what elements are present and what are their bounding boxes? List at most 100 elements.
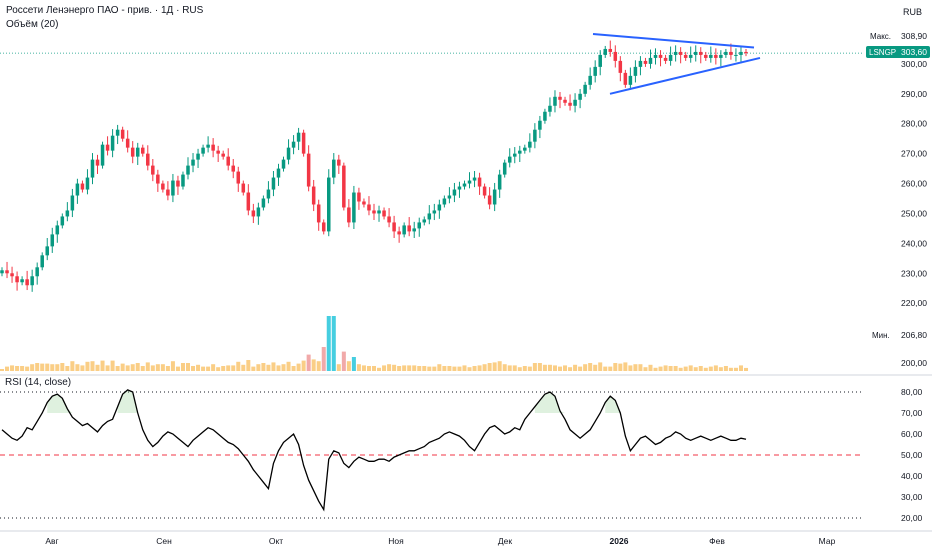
candle-body — [156, 174, 160, 184]
candle-body — [568, 102, 572, 106]
candle-body — [120, 129, 125, 139]
candle-body — [35, 267, 39, 277]
price-tick-label: 230,00 — [901, 268, 927, 278]
volume-bar — [377, 367, 382, 371]
volume-bar — [35, 363, 40, 371]
candle-body — [618, 60, 623, 73]
candle-body — [95, 159, 100, 166]
volume-bars — [0, 316, 749, 371]
volume-bar — [160, 364, 165, 371]
volume-bar — [150, 365, 155, 371]
candle-body — [704, 54, 708, 58]
candle-body — [528, 141, 532, 148]
volume-bar — [583, 364, 588, 371]
volume-bar — [733, 367, 738, 371]
volume-bar — [477, 365, 482, 371]
candle-body — [100, 144, 105, 166]
candle-body — [432, 210, 437, 214]
candle-body — [281, 159, 286, 169]
volume-bar — [361, 365, 366, 371]
candle-body — [211, 144, 215, 151]
candle-body — [261, 198, 266, 208]
volume-bar — [226, 365, 231, 371]
volume-bar — [105, 365, 110, 371]
candle-body — [412, 228, 416, 232]
volume-bar — [573, 364, 578, 371]
candle-body — [20, 279, 24, 283]
volume-bar — [296, 363, 301, 371]
volume-bar — [316, 361, 321, 371]
volume-bar — [65, 366, 70, 371]
volume-bar — [5, 366, 10, 371]
volume-bar — [231, 365, 236, 371]
rsi-label[interactable]: RSI (14, close) — [5, 377, 71, 388]
volume-bar — [718, 367, 723, 371]
candle-body — [558, 96, 562, 100]
candle-body — [25, 279, 29, 286]
candle-body — [628, 75, 633, 85]
rsi-tick-label: 70,00 — [901, 408, 923, 418]
volume-bar — [603, 366, 608, 371]
candle-body — [146, 153, 150, 166]
candle-body — [457, 186, 462, 190]
volume-bar — [618, 363, 623, 371]
time-tick-label: Авг — [45, 536, 58, 546]
candle-body — [724, 51, 728, 55]
volume-bar — [678, 367, 683, 371]
volume-bar — [452, 366, 457, 371]
candle-body — [241, 183, 246, 193]
min-marker-label: Мин. — [872, 331, 890, 340]
candle-body — [734, 54, 738, 56]
candle-body — [588, 75, 592, 85]
currency-label[interactable]: RUB — [903, 7, 922, 17]
volume-bar — [387, 364, 392, 371]
volume-bar — [648, 364, 653, 371]
volume-bar — [547, 364, 552, 371]
volume-bar — [306, 354, 311, 371]
candle-body — [739, 51, 743, 55]
volume-bar — [527, 366, 532, 371]
candle-body — [477, 177, 482, 187]
volume-bar — [271, 362, 276, 371]
candle-body — [357, 192, 361, 202]
candle-body — [316, 204, 321, 223]
volume-bar — [216, 367, 221, 371]
candle-body — [40, 255, 44, 268]
volume-bar — [241, 364, 246, 371]
volume-bar — [693, 367, 698, 371]
rsi-tick-label: 60,00 — [901, 429, 923, 439]
volume-bar — [341, 351, 346, 371]
candle-body — [437, 204, 442, 211]
candle-body — [301, 132, 306, 154]
candle-body — [276, 168, 281, 178]
volume-bar — [522, 366, 527, 371]
volume-bar — [417, 366, 422, 371]
price-tick-label: 300,00 — [901, 59, 927, 69]
volume-indicator-label[interactable]: Объём (20) — [6, 18, 58, 30]
volume-bar — [0, 369, 5, 371]
volume-bar — [563, 365, 568, 371]
candle-body — [377, 210, 381, 214]
volume-bar — [10, 365, 15, 371]
candle-body — [50, 234, 55, 247]
volume-bar — [728, 367, 733, 371]
volume-bar — [598, 362, 603, 371]
volume-bar — [427, 366, 432, 371]
volume-bar — [281, 364, 286, 371]
volume-bar — [70, 361, 75, 371]
candle-body — [216, 150, 220, 154]
candle-body — [538, 120, 542, 130]
volume-bar — [75, 364, 80, 371]
candle-body — [578, 93, 582, 100]
candle-body — [492, 189, 497, 205]
volume-bar — [206, 366, 211, 371]
candle-body — [151, 165, 155, 175]
candle-body — [507, 156, 512, 163]
candle-body — [583, 84, 587, 94]
rsi-line — [1, 389, 747, 512]
volume-bar — [738, 365, 743, 371]
volume-bar — [356, 364, 361, 371]
volume-bar — [447, 366, 452, 371]
volume-bar — [165, 366, 170, 371]
